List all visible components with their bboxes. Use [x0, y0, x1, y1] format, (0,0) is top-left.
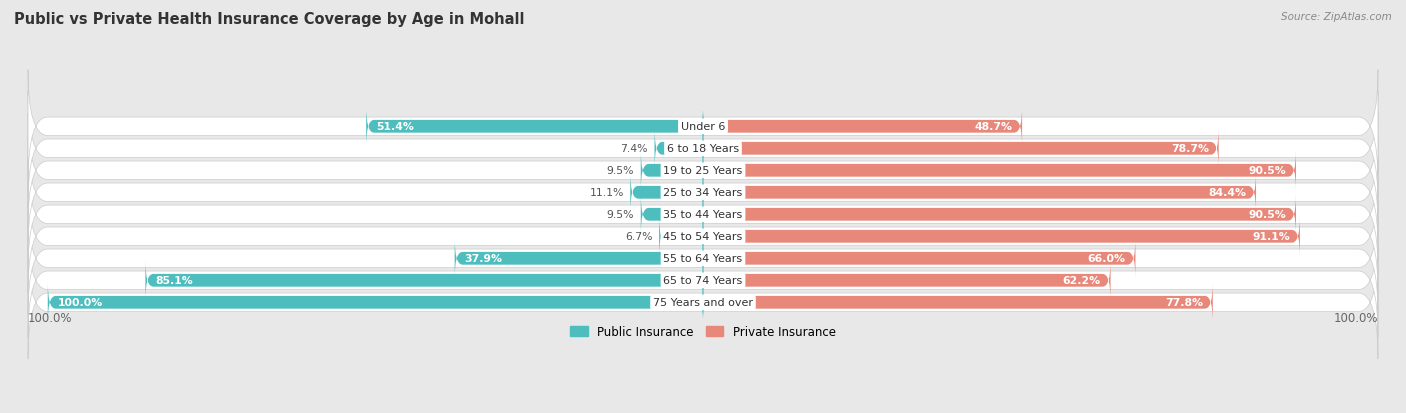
Text: 9.5%: 9.5%: [607, 166, 634, 176]
Text: 25 to 34 Years: 25 to 34 Years: [664, 188, 742, 198]
Text: 65 to 74 Years: 65 to 74 Years: [664, 275, 742, 286]
FancyBboxPatch shape: [145, 261, 703, 301]
FancyBboxPatch shape: [703, 261, 1111, 301]
Text: Source: ZipAtlas.com: Source: ZipAtlas.com: [1281, 12, 1392, 22]
FancyBboxPatch shape: [641, 195, 703, 235]
FancyBboxPatch shape: [703, 282, 1213, 323]
Text: 48.7%: 48.7%: [974, 122, 1012, 132]
Text: 78.7%: 78.7%: [1171, 144, 1209, 154]
Text: 66.0%: 66.0%: [1088, 254, 1126, 263]
Text: 84.4%: 84.4%: [1208, 188, 1246, 198]
FancyBboxPatch shape: [28, 158, 1378, 271]
Text: 90.5%: 90.5%: [1249, 210, 1286, 220]
FancyBboxPatch shape: [703, 217, 1301, 257]
FancyBboxPatch shape: [703, 129, 1219, 169]
Text: 9.5%: 9.5%: [607, 210, 634, 220]
FancyBboxPatch shape: [655, 129, 703, 169]
Text: 11.1%: 11.1%: [589, 188, 624, 198]
FancyBboxPatch shape: [703, 195, 1296, 235]
Text: 37.9%: 37.9%: [464, 254, 502, 263]
Text: 35 to 44 Years: 35 to 44 Years: [664, 210, 742, 220]
Text: 100.0%: 100.0%: [1333, 311, 1378, 324]
Text: Public vs Private Health Insurance Coverage by Age in Mohall: Public vs Private Health Insurance Cover…: [14, 12, 524, 27]
Text: 75 Years and over: 75 Years and over: [652, 297, 754, 308]
Text: 100.0%: 100.0%: [58, 297, 103, 308]
Text: 85.1%: 85.1%: [155, 275, 193, 286]
Text: 6 to 18 Years: 6 to 18 Years: [666, 144, 740, 154]
Text: 51.4%: 51.4%: [375, 122, 413, 132]
Text: 100.0%: 100.0%: [28, 311, 73, 324]
FancyBboxPatch shape: [454, 239, 703, 279]
Text: 55 to 64 Years: 55 to 64 Years: [664, 254, 742, 263]
FancyBboxPatch shape: [703, 239, 1136, 279]
FancyBboxPatch shape: [703, 107, 1022, 147]
Text: 77.8%: 77.8%: [1166, 297, 1204, 308]
FancyBboxPatch shape: [28, 70, 1378, 184]
FancyBboxPatch shape: [28, 224, 1378, 337]
FancyBboxPatch shape: [28, 92, 1378, 206]
FancyBboxPatch shape: [366, 107, 703, 147]
FancyBboxPatch shape: [630, 173, 703, 213]
Text: 90.5%: 90.5%: [1249, 166, 1286, 176]
FancyBboxPatch shape: [28, 246, 1378, 359]
Text: 6.7%: 6.7%: [626, 232, 652, 242]
Text: 7.4%: 7.4%: [620, 144, 648, 154]
FancyBboxPatch shape: [703, 173, 1256, 213]
FancyBboxPatch shape: [659, 217, 703, 257]
Text: 62.2%: 62.2%: [1063, 275, 1101, 286]
FancyBboxPatch shape: [28, 114, 1378, 228]
Text: 19 to 25 Years: 19 to 25 Years: [664, 166, 742, 176]
FancyBboxPatch shape: [28, 202, 1378, 315]
Text: 45 to 54 Years: 45 to 54 Years: [664, 232, 742, 242]
Text: Under 6: Under 6: [681, 122, 725, 132]
FancyBboxPatch shape: [48, 282, 703, 323]
Text: 91.1%: 91.1%: [1253, 232, 1291, 242]
FancyBboxPatch shape: [28, 136, 1378, 249]
Legend: Public Insurance, Private Insurance: Public Insurance, Private Insurance: [565, 320, 841, 343]
FancyBboxPatch shape: [703, 151, 1296, 191]
FancyBboxPatch shape: [28, 180, 1378, 293]
FancyBboxPatch shape: [641, 151, 703, 191]
